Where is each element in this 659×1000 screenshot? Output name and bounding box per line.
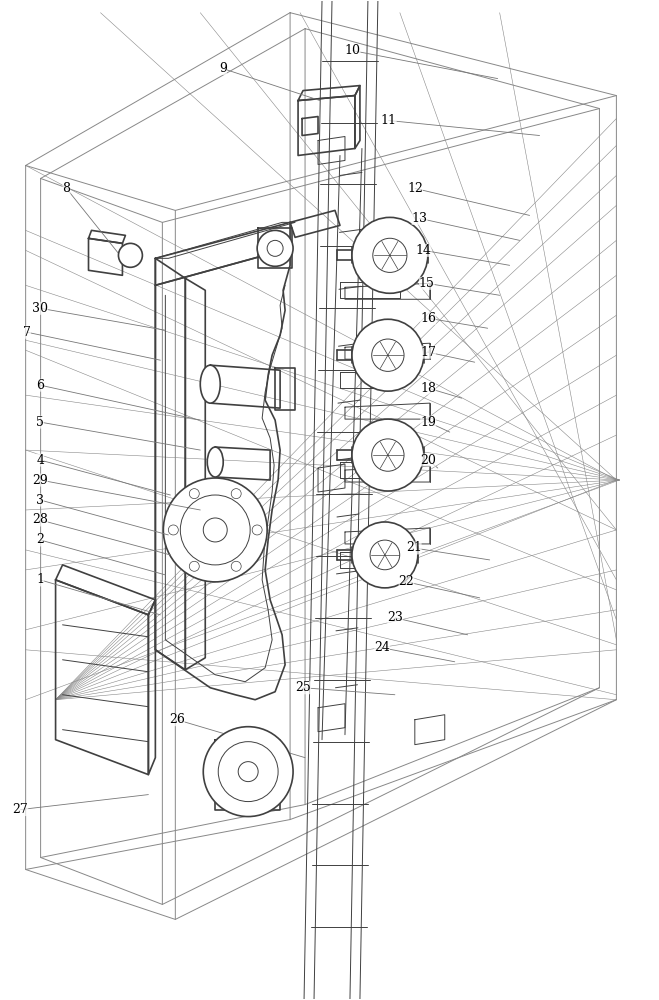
Text: 20: 20 (420, 454, 436, 467)
Text: 21: 21 (406, 541, 422, 554)
Text: 23: 23 (387, 611, 403, 624)
Text: 28: 28 (32, 513, 48, 526)
Text: 18: 18 (420, 382, 436, 395)
Text: 24: 24 (374, 641, 390, 654)
Text: 14: 14 (416, 244, 432, 257)
Text: 9: 9 (219, 62, 227, 75)
Circle shape (163, 478, 267, 582)
Text: 19: 19 (420, 416, 436, 429)
Text: 10: 10 (345, 44, 360, 57)
Text: 2: 2 (36, 533, 44, 546)
Text: 22: 22 (399, 575, 415, 588)
Text: 26: 26 (169, 713, 185, 726)
Text: 3: 3 (36, 493, 44, 506)
Circle shape (119, 243, 142, 267)
Ellipse shape (200, 365, 220, 403)
Text: 30: 30 (32, 302, 48, 315)
Text: 7: 7 (23, 326, 31, 339)
Text: 16: 16 (420, 312, 436, 325)
Circle shape (203, 727, 293, 817)
Text: 11: 11 (381, 114, 397, 127)
Text: 6: 6 (36, 379, 44, 392)
Text: 17: 17 (420, 346, 436, 359)
Text: 29: 29 (32, 474, 48, 487)
Text: 25: 25 (295, 681, 311, 694)
Text: 4: 4 (36, 454, 44, 467)
Circle shape (352, 522, 418, 588)
Text: 13: 13 (412, 212, 428, 225)
Text: 27: 27 (13, 803, 28, 816)
Text: 5: 5 (36, 416, 44, 429)
Text: 8: 8 (63, 182, 71, 195)
Circle shape (352, 419, 424, 491)
Text: 12: 12 (407, 182, 423, 195)
Circle shape (352, 319, 424, 391)
Ellipse shape (208, 447, 223, 477)
Circle shape (257, 230, 293, 266)
Text: 1: 1 (36, 573, 44, 586)
Text: 15: 15 (419, 277, 435, 290)
Circle shape (352, 217, 428, 293)
